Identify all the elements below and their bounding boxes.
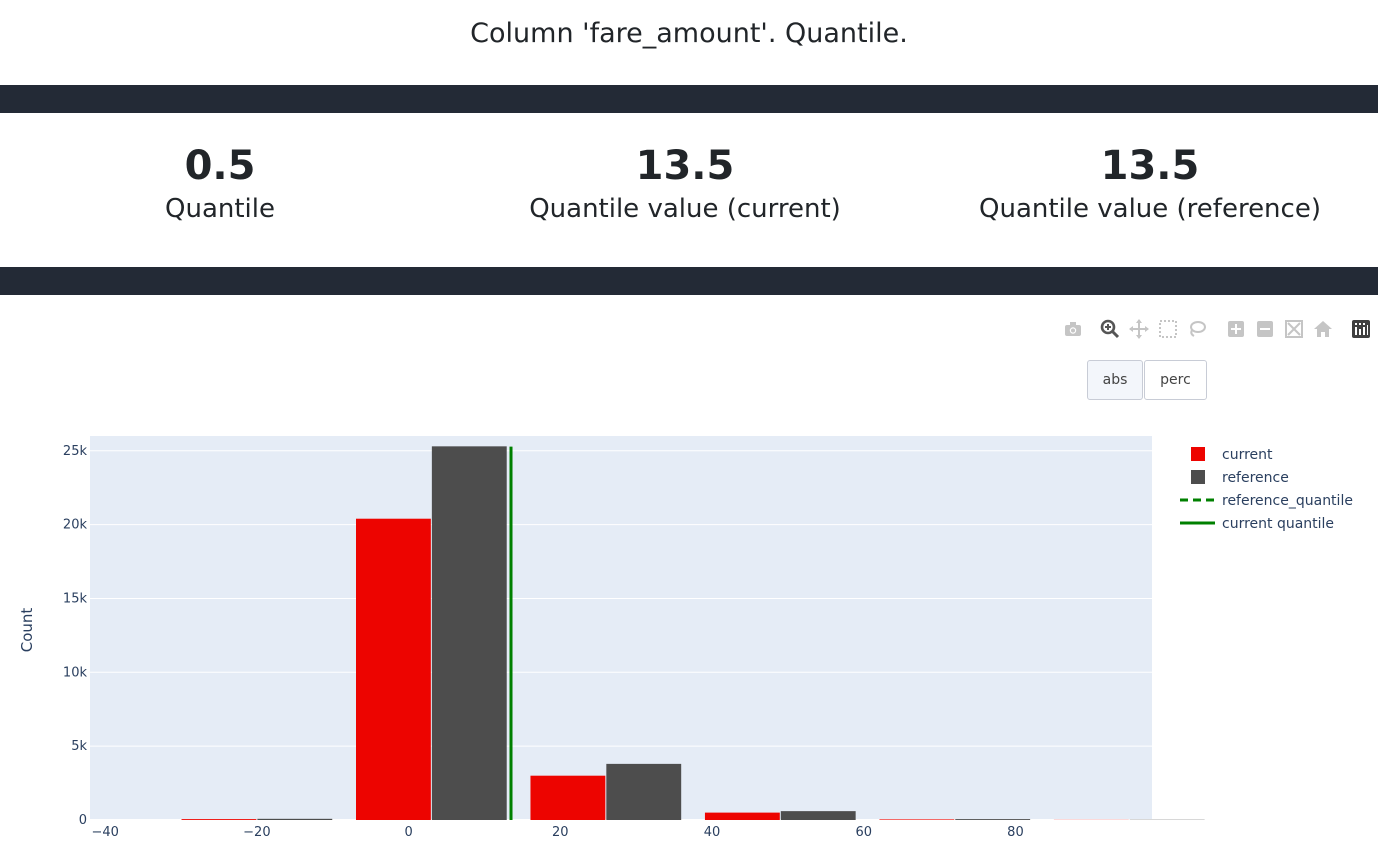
- legend-label: current quantile: [1222, 516, 1334, 532]
- x-tick-labels: −40 −20 0 20 40 60 80: [91, 825, 1023, 840]
- home-icon[interactable]: [1312, 318, 1334, 340]
- zoom-in-icon[interactable]: [1225, 318, 1247, 340]
- bar-current: [181, 819, 257, 820]
- legend-swatch: [1191, 470, 1205, 484]
- legend-label: current: [1222, 447, 1273, 463]
- metric-value: 13.5: [1100, 143, 1200, 189]
- y-tick-label: 20k: [63, 518, 88, 533]
- x-tick-label: 60: [855, 825, 872, 840]
- y-axis-label: Count: [18, 608, 36, 653]
- zoom-out-icon[interactable]: [1254, 318, 1276, 340]
- y-tick-label: 5k: [71, 739, 87, 754]
- metric-quantile: 0.5 Quantile: [0, 142, 450, 224]
- x-tick-label: −40: [91, 825, 118, 840]
- box-select-icon[interactable]: [1157, 318, 1179, 340]
- plotly-logo-icon[interactable]: [1350, 318, 1372, 340]
- page-title: Column 'fare_amount'. Quantile.: [470, 18, 908, 49]
- y-tick-labels: 0 5k 10k 15k 20k 25k: [63, 444, 88, 828]
- pan-icon[interactable]: [1128, 318, 1150, 340]
- perc-button[interactable]: perc: [1144, 360, 1207, 400]
- y-tick-label: 15k: [63, 591, 88, 606]
- metric-value: 13.5: [635, 143, 735, 189]
- x-tick-label: −20: [243, 825, 270, 840]
- x-tick-label: 80: [1007, 825, 1024, 840]
- legend-label: reference_quantile: [1222, 493, 1353, 509]
- bar-reference: [606, 763, 682, 820]
- bar-current: [530, 775, 606, 820]
- chart-modebar: [1060, 318, 1378, 342]
- abs-button[interactable]: abs: [1087, 360, 1143, 400]
- bars: [181, 446, 1205, 820]
- zoom-icon[interactable]: [1099, 318, 1121, 340]
- section-divider: [0, 267, 1378, 295]
- bar-reference: [257, 818, 333, 820]
- legend-item: current quantile: [1180, 516, 1334, 532]
- y-tick-label: 10k: [63, 665, 88, 680]
- lasso-icon[interactable]: [1186, 318, 1208, 340]
- x-tick-label: 0: [404, 825, 412, 840]
- metric-label: Quantile value (reference): [979, 194, 1321, 224]
- legend-item: reference_quantile: [1180, 493, 1353, 509]
- bar-reference: [780, 811, 856, 820]
- legend-swatch: [1191, 447, 1205, 461]
- y-tick-label: 25k: [63, 444, 88, 459]
- section-divider: [0, 85, 1378, 113]
- autoscale-icon[interactable]: [1283, 318, 1305, 340]
- legend-item: current: [1191, 447, 1273, 463]
- camera-icon[interactable]: [1062, 318, 1084, 340]
- bar-current: [356, 518, 431, 820]
- metric-value: 0.5: [184, 143, 256, 189]
- metric-quantile-reference: 13.5 Quantile value (reference): [920, 142, 1378, 224]
- legend-item: reference: [1191, 470, 1289, 486]
- bar-current: [704, 812, 780, 820]
- bar-reference: [431, 446, 507, 820]
- x-tick-label: 40: [704, 825, 721, 840]
- metric-label: Quantile value (current): [529, 194, 841, 224]
- bar-current: [879, 819, 955, 820]
- legend-label: reference: [1222, 470, 1289, 486]
- metric-quantile-current: 13.5 Quantile value (current): [455, 142, 915, 224]
- y-tick-label: 0: [79, 813, 87, 828]
- chart-legend: current reference reference_quantilecurren…: [1180, 447, 1353, 532]
- plot-area: [90, 436, 1152, 820]
- bar-reference: [955, 819, 1031, 820]
- histogram-chart: 0 5k 10k 15k 20k 25k −40 −20 0 20 40 60 80 Count cu…: [18, 436, 1353, 840]
- metric-label: Quantile: [165, 194, 275, 224]
- x-tick-label: 20: [552, 825, 569, 840]
